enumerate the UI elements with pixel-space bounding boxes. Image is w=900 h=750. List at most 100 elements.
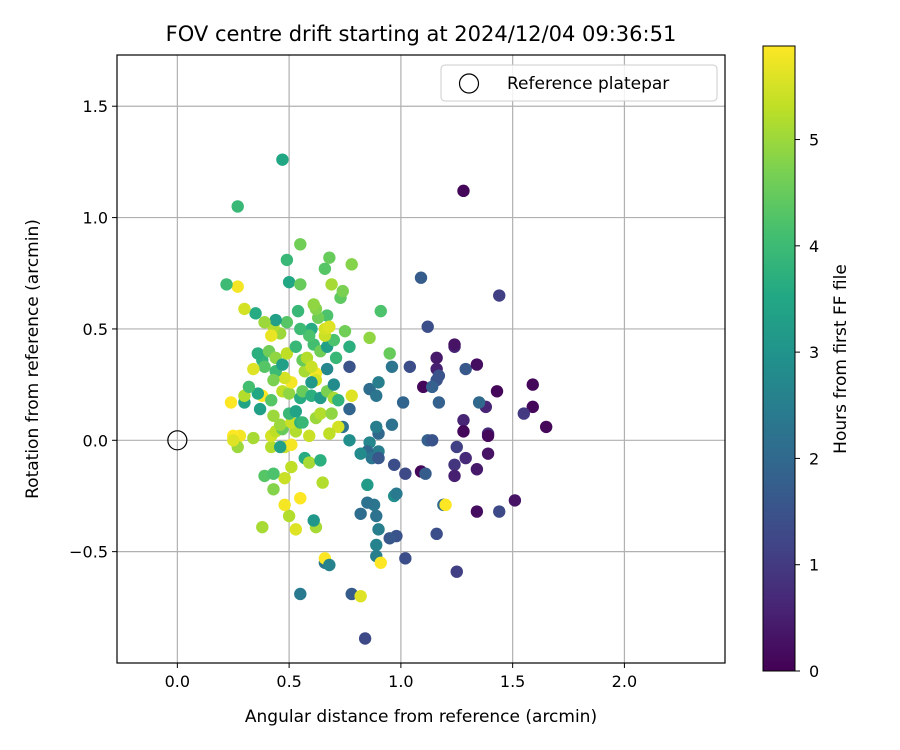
data-point [305,376,318,389]
data-point [318,262,332,276]
data-point [332,394,345,407]
data-point [303,456,316,469]
data-point [294,491,307,505]
data-point [425,380,439,394]
data-point [481,447,495,460]
colorbar-tick-label: 1 [809,556,819,575]
y-tick-label: 1.5 [83,97,108,116]
data-point [325,278,338,291]
data-point [323,251,336,264]
data-point [258,316,271,329]
x-tick-label: 1.5 [500,672,525,691]
data-point [517,407,531,420]
data-point [294,322,307,336]
data-point [358,632,372,645]
data-point [249,307,262,320]
data-point [448,338,461,351]
data-point [280,253,294,267]
data-point [370,389,383,402]
data-point [383,347,396,360]
data-point [273,440,287,454]
data-point [265,394,278,407]
data-point [343,340,356,353]
data-point [247,431,260,445]
data-point [343,360,356,373]
data-point [265,329,278,342]
data-point [231,200,244,213]
data-point [336,284,349,298]
data-point [370,420,383,434]
plot-frame [116,54,726,664]
data-point [238,302,251,316]
data-point [383,532,396,545]
data-point [457,184,470,198]
data-point [251,387,265,400]
data-point [323,320,336,333]
data-point [526,378,539,391]
data-point [332,420,345,434]
data-point [289,405,303,418]
data-point [227,434,240,447]
legend-reference-marker [458,73,480,94]
colorbar-tick-label: 4 [809,237,819,256]
data-point [372,376,385,389]
data-point [267,409,280,422]
data-point [278,371,291,385]
data-point [419,467,432,480]
colorbar-tick-label: 0 [809,662,819,681]
data-point [247,362,260,376]
data-point [267,373,280,387]
data-point [354,507,367,520]
data-point [425,434,439,447]
data-point [457,425,470,438]
chart-title: FOV centre drift starting at 2024/12/04 … [166,22,677,46]
data-point [280,347,294,360]
data-point [450,565,463,578]
data-point [470,463,484,476]
x-tick-label: 0.5 [276,672,301,691]
data-point [294,278,307,291]
data-point [303,329,316,342]
data-point [403,360,417,373]
data-point [421,320,434,333]
data-point [374,304,387,318]
data-point [338,324,352,338]
data-point [251,347,265,360]
data-point [493,505,506,518]
data-point [258,360,271,373]
data-point [361,478,374,492]
data-point [430,351,443,365]
data-point [372,523,385,536]
data-point [490,385,504,398]
y-axis-label: Rotation from reference (arcmin) [23,219,43,499]
data-point [267,483,280,496]
reference-layer [167,430,188,451]
data-point [470,505,484,518]
data-point [323,427,336,440]
plot-area [116,54,726,664]
data-point [414,271,428,284]
data-point [280,316,294,329]
y-axis-ticks: −0.5 0.0 0.5 1.0 1.5 [69,97,117,562]
data-point [385,418,399,431]
x-tick-label: 0.0 [165,672,190,691]
data-point [273,418,287,431]
colorbar-gradient [762,45,796,672]
data-point [481,429,495,443]
data-point [399,467,412,480]
colorbar: 0 1 2 3 4 5 Hours from first FF file [762,45,851,681]
x-tick-label: 2.0 [612,672,637,691]
data-point [256,520,269,534]
data-point [399,552,412,565]
data-point [265,440,278,454]
data-point [316,476,329,489]
data-point [253,402,267,416]
data-point [276,358,289,371]
data-point [291,304,305,318]
data-point [329,351,343,365]
data-point [307,298,320,311]
points-layer [220,153,553,645]
data-point [459,362,472,376]
data-point [231,280,244,293]
